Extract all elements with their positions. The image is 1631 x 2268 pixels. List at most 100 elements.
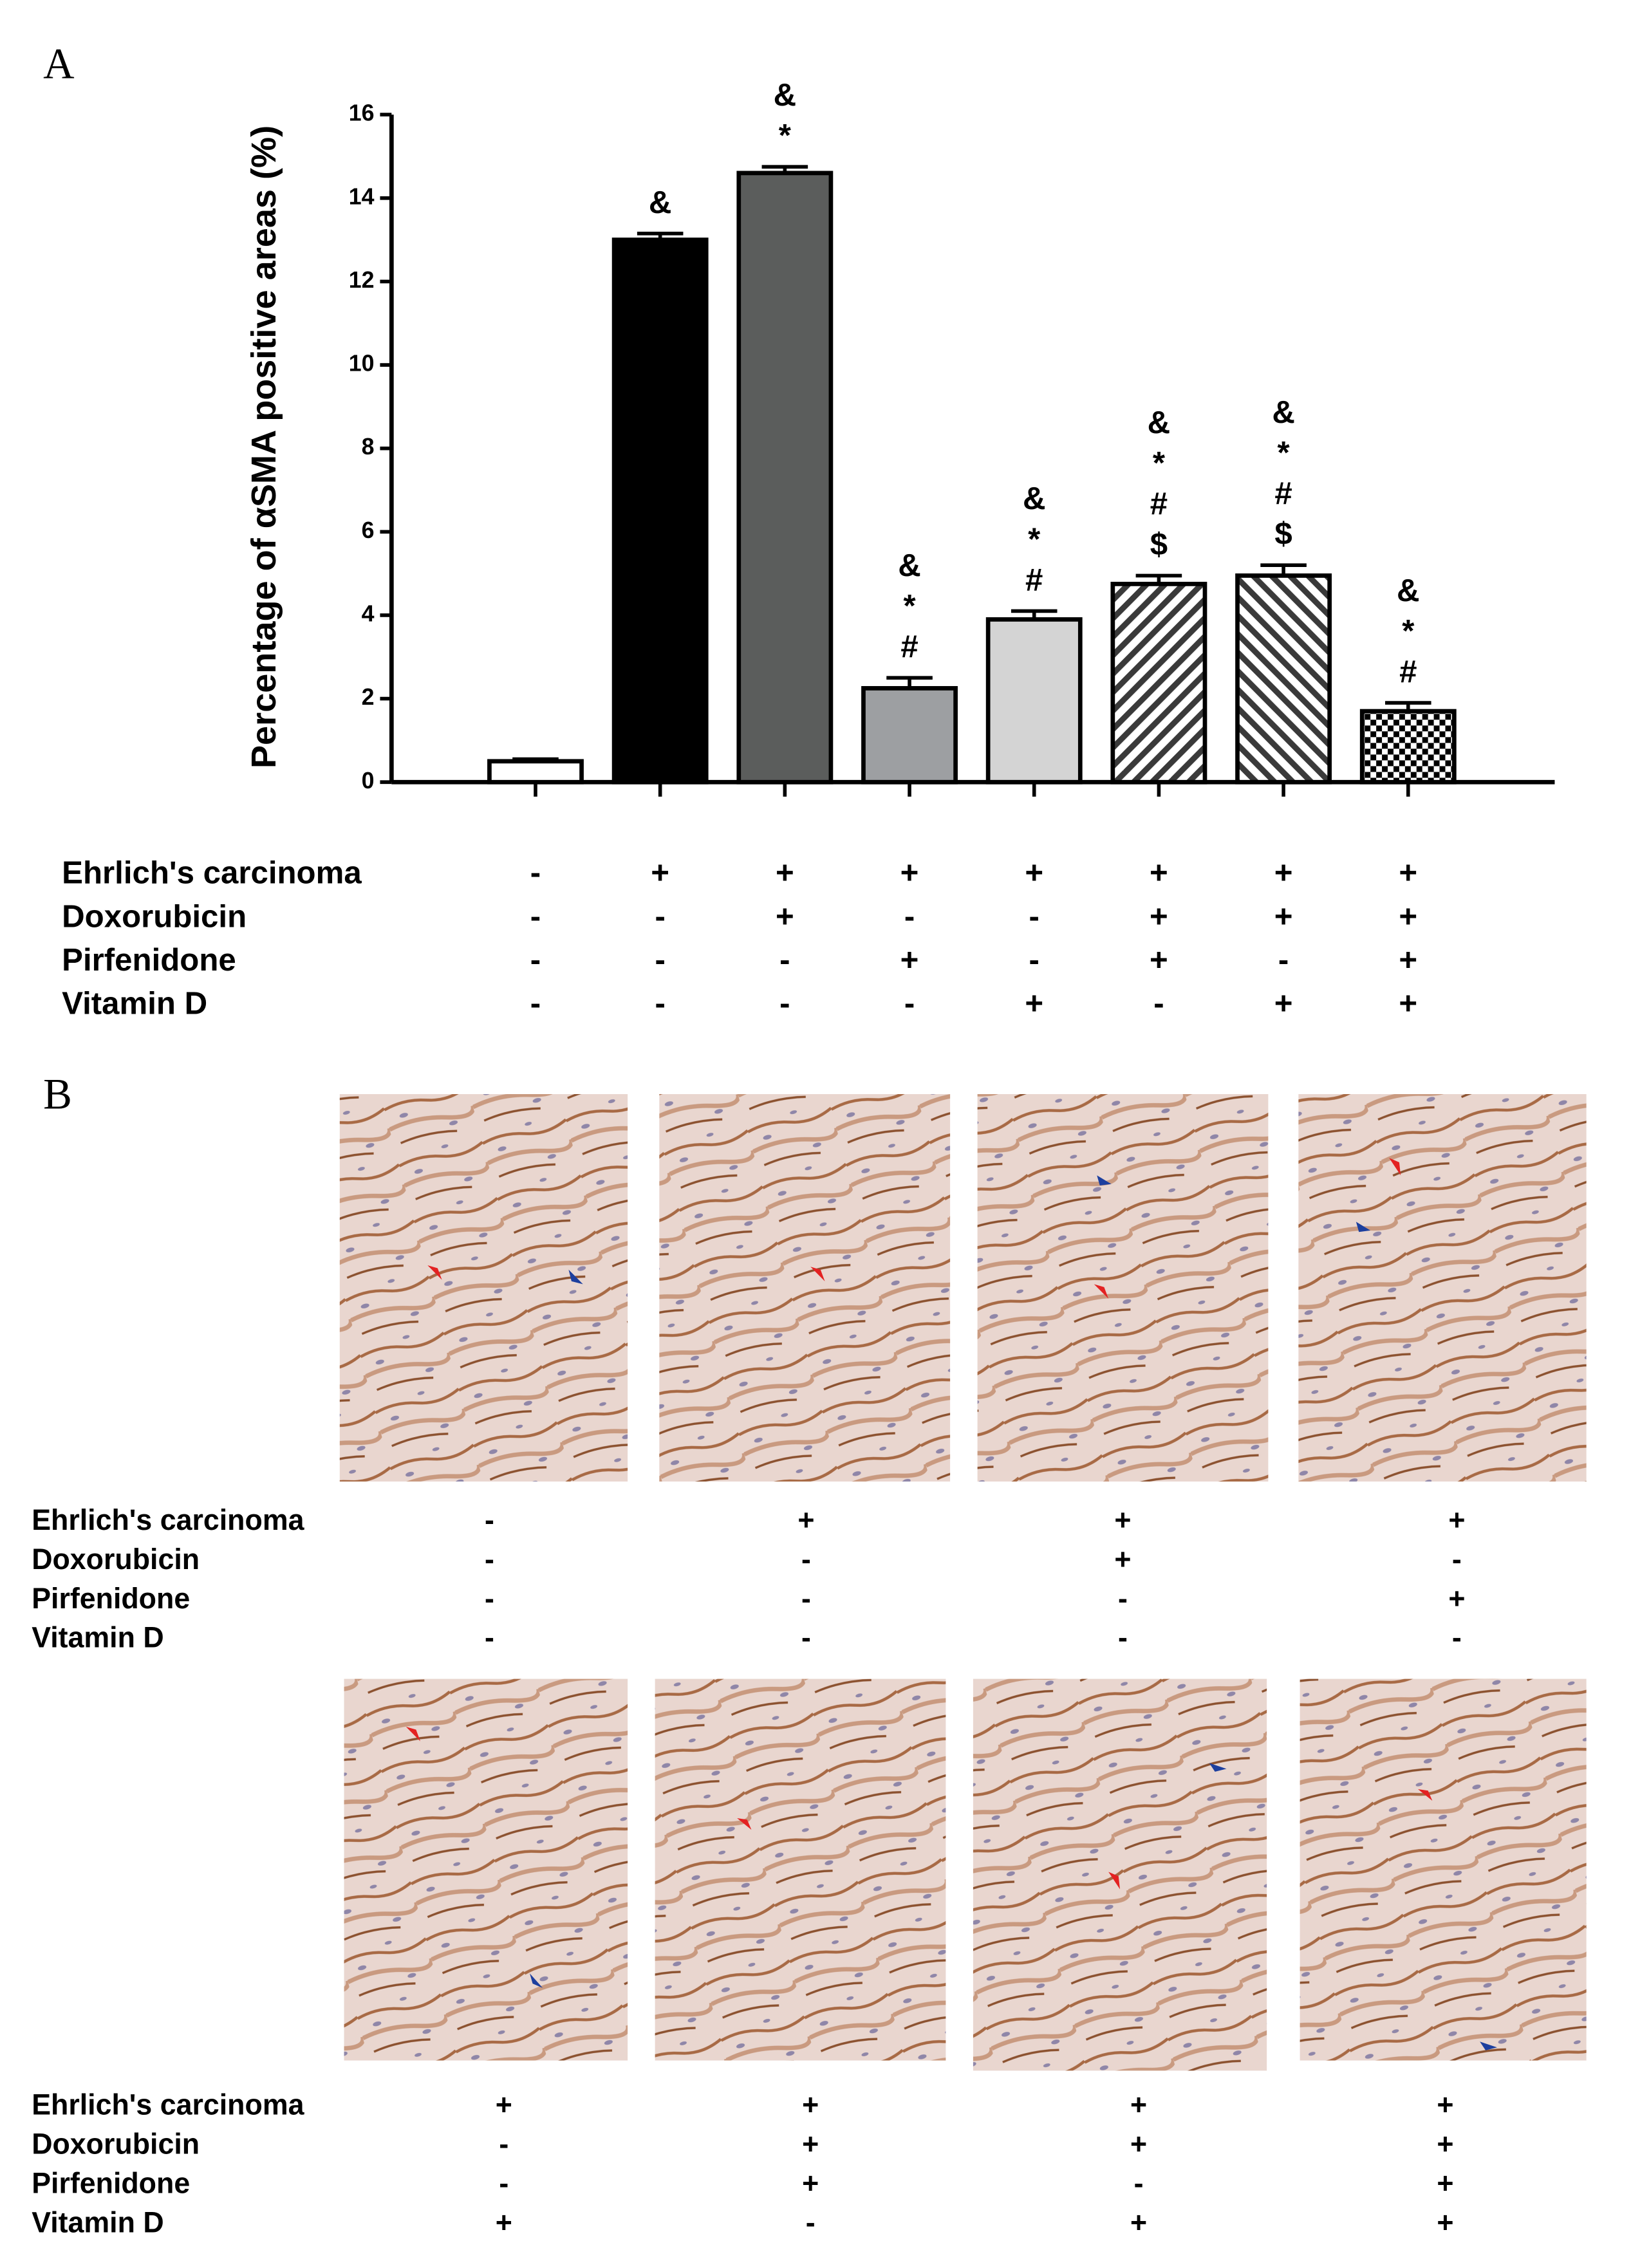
y-tick-label: 6 (362, 517, 375, 543)
significance-mark: * (1028, 521, 1041, 557)
treatment-name: Vitamin D (32, 1621, 163, 1653)
treatment-sign: + (1150, 855, 1168, 890)
treatment-name: Pirfenidone (62, 942, 236, 978)
treatment-sign: + (1130, 2127, 1147, 2160)
treatment-sign: - (806, 2206, 816, 2238)
treatment-sign: - (530, 942, 541, 978)
significance-mark: * (1278, 435, 1291, 470)
y-tick-label: 12 (349, 266, 375, 293)
treatment-sign: - (655, 898, 665, 934)
treatment-sign: + (1437, 2166, 1453, 2199)
y-tick-label: 16 (349, 100, 375, 126)
treatment-sign: + (797, 1503, 814, 1536)
treatment-sign: + (1399, 898, 1417, 934)
significance-mark: # (900, 629, 918, 664)
y-tick-label: 0 (362, 767, 375, 794)
treatment-sign: - (801, 1582, 811, 1615)
significance-mark: * (779, 118, 792, 153)
significance-mark: & (898, 548, 921, 583)
treatment-name: Pirfenidone (32, 1582, 190, 1615)
bar (611, 237, 709, 785)
treatment-sign: + (802, 2127, 819, 2160)
micrographs (339, 1093, 1587, 2071)
treatment-sign: + (1448, 1582, 1465, 1615)
treatment-name: Ehrlich's carcinoma (32, 2088, 304, 2121)
treatment-sign: - (779, 942, 790, 978)
treatment-name: Ehrlich's carcinoma (32, 1503, 304, 1536)
treatment-sign: + (1130, 2088, 1147, 2121)
treatment-sign: - (801, 1543, 811, 1576)
treatment-sign: - (655, 985, 665, 1021)
significance-mark: # (1150, 486, 1168, 521)
treatment-sign: + (496, 2088, 512, 2121)
panel-label: B (43, 1070, 72, 1118)
treatment-sign: - (779, 985, 790, 1021)
treatment-name: Ehrlich's carcinoma (62, 855, 362, 890)
y-axis-label: Percentage of αSMA positive areas (%) (245, 125, 283, 768)
treatment-sign: + (651, 855, 669, 890)
significance-mark: & (1397, 573, 1420, 608)
treatment-sign: + (900, 855, 919, 890)
treatment-sign: + (1114, 1543, 1131, 1576)
treatment-sign: - (1134, 2166, 1144, 2199)
bar (736, 171, 834, 785)
treatment-sign: - (499, 2127, 508, 2160)
treatment-sign: - (1118, 1621, 1128, 1653)
micrograph (977, 1093, 1269, 1482)
treatment-sign: + (1274, 985, 1293, 1021)
micrograph (973, 1678, 1267, 2071)
micrograph (1298, 1093, 1587, 1482)
treatment-sign: + (1025, 855, 1043, 890)
treatment-sign: - (485, 1582, 494, 1615)
treatment-sign: + (1399, 985, 1417, 1021)
bar (985, 617, 1083, 785)
treatment-name: Doxorubicin (32, 1543, 200, 1576)
treatment-sign: + (1130, 2206, 1147, 2238)
significance-mark: * (1153, 445, 1166, 481)
treatment-sign: + (1114, 1503, 1131, 1536)
bar (487, 759, 584, 785)
bar (1235, 573, 1332, 785)
treatment-sign: - (485, 1621, 494, 1653)
treatment-name: Doxorubicin (62, 898, 247, 934)
significance-mark: # (1025, 562, 1043, 597)
treatment-sign: + (900, 942, 919, 978)
significance-mark: # (1399, 654, 1417, 689)
significance-mark: & (649, 185, 672, 220)
treatment-sign: + (1437, 2127, 1453, 2160)
significance-mark: & (1272, 395, 1295, 430)
y-tick-label: 8 (362, 433, 375, 460)
treatment-sign: - (1452, 1621, 1462, 1653)
micrograph (1300, 1678, 1587, 2061)
significance-mark: $ (1150, 526, 1168, 562)
treatment-sign: + (1274, 855, 1293, 890)
treatment-sign: + (1437, 2206, 1453, 2238)
y-tick-label: 10 (349, 349, 375, 376)
treatment-sign: - (530, 898, 541, 934)
treatment-name: Vitamin D (62, 985, 207, 1021)
treatment-sign: + (802, 2088, 819, 2121)
treatment-sign: - (1278, 942, 1289, 978)
bar (1110, 581, 1207, 785)
significance-mark: $ (1274, 516, 1292, 552)
treatment-sign: - (1118, 1582, 1128, 1615)
treatment-sign: + (776, 898, 794, 934)
panel-label: A (43, 39, 75, 88)
treatment-sign: - (904, 898, 915, 934)
micrograph (339, 1093, 628, 1482)
treatment-sign: + (1274, 898, 1293, 934)
treatment-sign: - (1153, 985, 1164, 1021)
treatment-sign: + (1399, 855, 1417, 890)
treatment-sign: - (485, 1503, 494, 1536)
treatment-name: Vitamin D (32, 2206, 163, 2238)
treatment-sign: - (530, 855, 541, 890)
treatment-sign: - (1452, 1543, 1462, 1576)
micrograph (659, 1093, 951, 1482)
treatment-name: Doxorubicin (32, 2127, 200, 2160)
significance-mark: * (903, 588, 916, 624)
treatment-sign: + (776, 855, 794, 890)
treatment-sign: + (1150, 942, 1168, 978)
micrograph (344, 1678, 628, 2061)
treatment-sign: + (1448, 1503, 1465, 1536)
